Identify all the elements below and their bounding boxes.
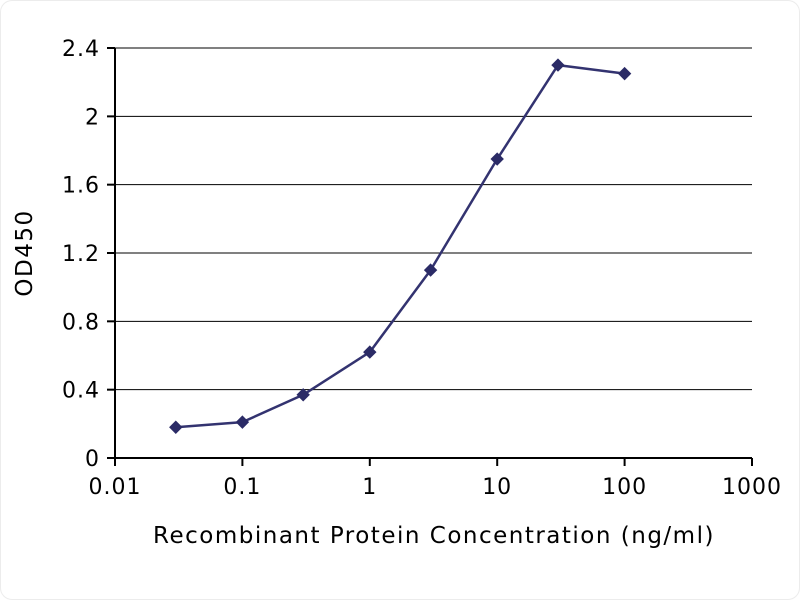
y-tick-label: 0 [85,447,100,472]
data-point-marker [296,388,310,402]
y-tick-label: 1.6 [62,174,100,199]
x-tick-label: 1000 [722,475,782,500]
data-series-line [169,58,632,434]
y-axis-label: OD450 [12,209,38,296]
data-point-marker [169,420,183,434]
axis-ticks: 0 0.4 0.8 1.2 1.6 2 2.4 0.01 0.1 1 10 100 1000 [62,37,782,500]
x-tick-label: 0.01 [89,475,142,500]
data-point-marker [235,415,250,429]
y-tick-label: 0.4 [62,379,100,404]
data-point-marker [363,345,377,359]
x-tick-label: 100 [602,475,647,500]
y-tick-label: 1.2 [62,242,100,267]
data-point-marker [423,263,438,277]
y-tick-label: 2.4 [62,37,100,62]
gridlines [115,47,752,459]
data-point-marker [490,152,504,166]
x-tick-label: 0.1 [223,475,261,500]
axis-lines [114,48,752,459]
data-point-marker [551,58,565,72]
y-tick-label: 2 [85,105,100,130]
x-axis-label: Recombinant Protein Concentration (ng/ml… [153,523,715,549]
x-tick-label: 10 [482,475,512,500]
y-tick-label: 0.8 [62,310,100,335]
x-tick-label: 1 [362,475,377,500]
data-point-marker [617,66,632,81]
